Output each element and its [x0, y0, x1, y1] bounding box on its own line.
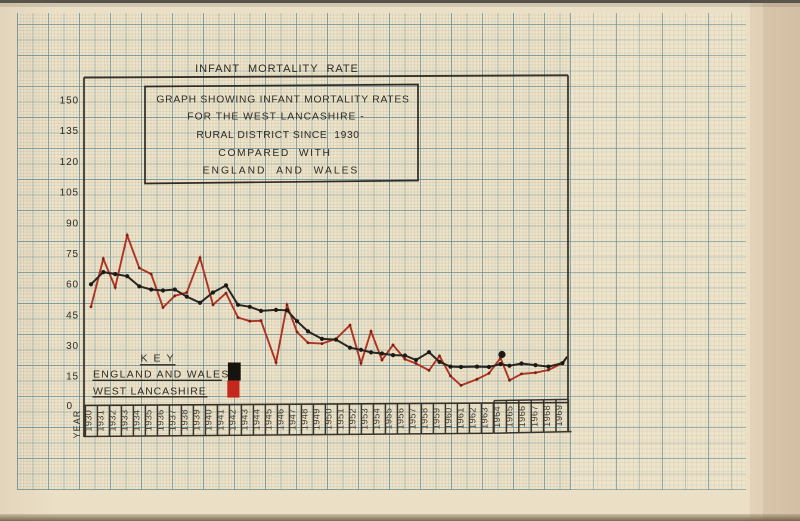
- svg-text:1962: 1962: [467, 407, 477, 429]
- svg-text:1956: 1956: [395, 408, 405, 430]
- svg-text:1946: 1946: [275, 408, 285, 430]
- svg-text:1945: 1945: [263, 409, 273, 431]
- svg-text:1941: 1941: [215, 409, 225, 431]
- svg-text:60: 60: [66, 280, 79, 291]
- svg-text:45: 45: [66, 310, 79, 321]
- svg-text:1954: 1954: [371, 408, 381, 430]
- svg-text:1966: 1966: [517, 405, 527, 427]
- svg-text:1935: 1935: [143, 409, 153, 431]
- svg-text:1965: 1965: [505, 406, 515, 428]
- svg-text:1953: 1953: [359, 408, 369, 430]
- svg-text:GRAPH SHOWING INFANT MORTALITY: GRAPH SHOWING INFANT MORTALITY RATES: [156, 95, 409, 106]
- svg-text:1932: 1932: [107, 410, 117, 432]
- svg-text:135: 135: [60, 126, 79, 137]
- svg-text:1957: 1957: [407, 408, 417, 430]
- svg-text:1939: 1939: [191, 409, 201, 431]
- svg-text:ENGLAND AND WALES: ENGLAND AND WALES: [203, 166, 360, 177]
- svg-text:1959: 1959: [431, 407, 441, 429]
- svg-text:1936: 1936: [155, 409, 165, 431]
- svg-text:KEY: KEY: [141, 353, 180, 365]
- svg-text:1942: 1942: [227, 409, 237, 431]
- svg-text:120: 120: [60, 157, 79, 168]
- svg-text:90: 90: [66, 218, 79, 229]
- svg-text:1960: 1960: [443, 407, 453, 429]
- svg-text:INFANT MORTALITY RATE: INFANT MORTALITY RATE: [195, 63, 359, 75]
- svg-text:1952: 1952: [347, 408, 357, 430]
- svg-text:COMPARED WITH: COMPARED WITH: [218, 148, 331, 159]
- svg-text:1934: 1934: [131, 409, 141, 431]
- svg-text:150: 150: [60, 96, 79, 107]
- svg-text:RURAL DISTRICT SINCE 1930: RURAL DISTRICT SINCE 1930: [196, 130, 359, 141]
- svg-text:1961: 1961: [455, 407, 465, 429]
- svg-text:WEST LANCASHIRE: WEST LANCASHIRE: [93, 386, 207, 398]
- svg-text:1944: 1944: [251, 409, 261, 431]
- svg-text:1964: 1964: [492, 406, 502, 428]
- svg-text:1958: 1958: [419, 407, 429, 429]
- svg-text:1949: 1949: [311, 408, 321, 430]
- svg-text:15: 15: [66, 372, 79, 383]
- svg-text:1968: 1968: [542, 405, 552, 427]
- svg-text:1955: 1955: [383, 408, 393, 430]
- svg-text:1951: 1951: [335, 408, 345, 430]
- svg-text:1948: 1948: [299, 408, 309, 430]
- svg-text:YEAR: YEAR: [72, 410, 82, 439]
- svg-text:ENGLAND AND WALES: ENGLAND AND WALES: [93, 369, 230, 381]
- svg-text:75: 75: [66, 249, 79, 260]
- svg-text:FOR THE WEST LANCASHIRE -: FOR THE WEST LANCASHIRE -: [187, 112, 364, 123]
- svg-text:1947: 1947: [287, 408, 297, 430]
- svg-text:1940: 1940: [203, 409, 213, 431]
- svg-text:1930: 1930: [83, 410, 93, 432]
- svg-text:1943: 1943: [239, 409, 249, 431]
- svg-text:1931: 1931: [95, 410, 105, 432]
- svg-text:1969: 1969: [554, 405, 564, 427]
- svg-text:1938: 1938: [179, 409, 189, 431]
- svg-text:30: 30: [66, 341, 79, 352]
- svg-text:1933: 1933: [119, 410, 129, 432]
- svg-text:1967: 1967: [529, 405, 539, 427]
- svg-text:1950: 1950: [323, 408, 333, 430]
- svg-text:105: 105: [60, 188, 79, 199]
- svg-text:1937: 1937: [167, 409, 177, 431]
- svg-text:1963: 1963: [479, 407, 489, 429]
- svg-text:0: 0: [67, 401, 73, 412]
